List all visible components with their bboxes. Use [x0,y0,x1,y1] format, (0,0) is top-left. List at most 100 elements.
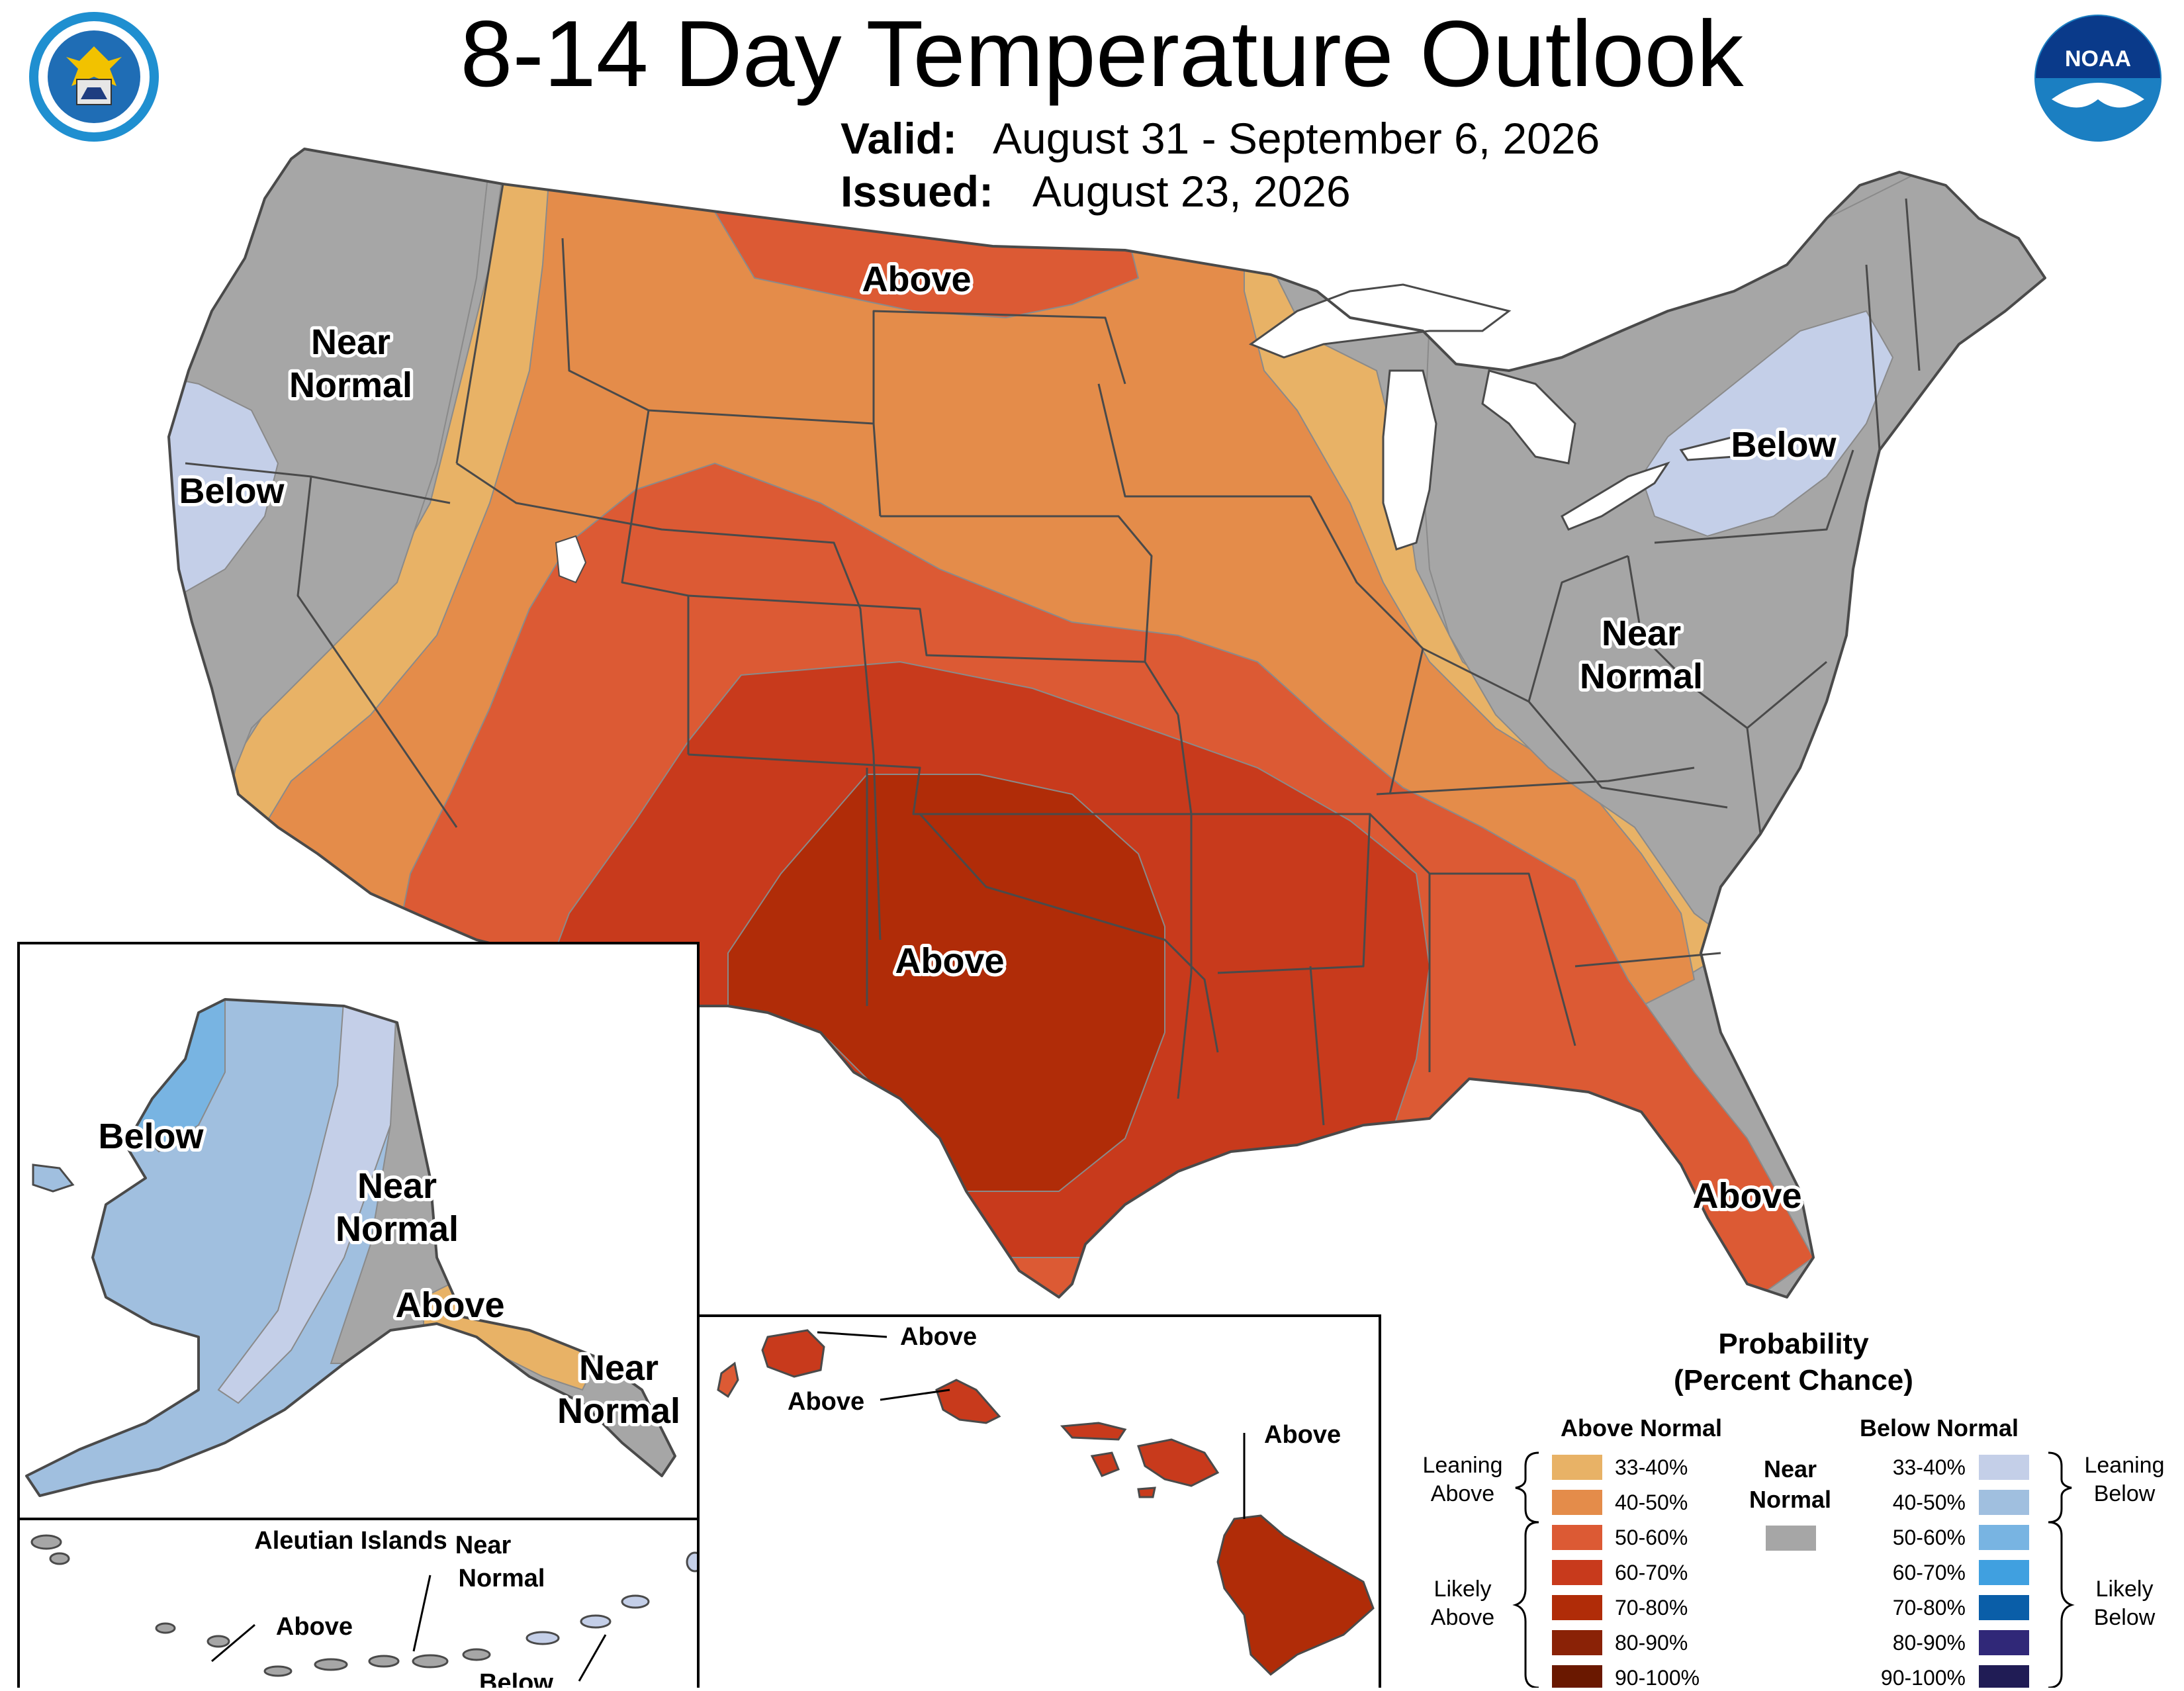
label-below-northeast: Below [1731,425,1837,465]
legend-below-label-1: 40-50% [1893,1490,1966,1514]
brace-leaning-below [2048,1451,2072,1524]
legend-below-label-4: 70-80% [1893,1596,1966,1620]
legend-below-swatch-1 [1979,1490,2029,1515]
lake-ontario [1679,435,1764,461]
legend-above-label-5: 80-90% [1615,1631,1688,1655]
brace-likely-below [2048,1521,2075,1689]
aleutian-islands [30,1534,704,1677]
state-boundaries [185,183,1921,1126]
legend-near-header-1: Near [1764,1455,1817,1483]
valid-value: August 31 - September 6, 2026 [993,114,1600,163]
legend-below-swatch-4 [1979,1595,2029,1620]
legend-below-swatch-0 [1979,1455,2029,1480]
hi-label-above-3: Above [1264,1421,1341,1449]
ak-label-near-normal-2b: Normal [557,1391,680,1431]
aleutian-label-above: Above [276,1613,353,1641]
department-of-commerce-seal [29,12,159,142]
legend-above-label-3: 60-70% [1615,1561,1688,1584]
issued-label: Issued: [841,167,993,216]
ak-label-above: Above [395,1285,504,1325]
noaa-logo: NOAA [2034,15,2161,142]
legend-above-swatch-3 [1552,1560,1602,1585]
island-hawaii [1216,1514,1375,1676]
island-molokai [1060,1422,1127,1441]
island-lanai [1090,1451,1120,1477]
label-near-normal-east-2: Normal [1580,657,1703,696]
legend-above-swatch-6 [1552,1665,1602,1690]
legend-above-label-0: 33-40% [1615,1455,1688,1479]
legend-above-swatch-1 [1552,1490,1602,1515]
valid-label: Valid: [841,114,957,163]
legend-near-header-2: Normal [1749,1486,1831,1513]
aleutian-title: Aleutian Islands [254,1527,447,1555]
hi-label-above-2: Above [788,1388,864,1416]
legend-above-label-4: 70-80% [1615,1596,1688,1620]
legend-below-label-0: 33-40% [1893,1455,1966,1479]
legend-below-label-6: 90-100% [1881,1666,1966,1688]
legend-below-swatch-6 [1979,1665,2029,1690]
legend-above-swatch-2 [1552,1525,1602,1550]
legend-below-label-2: 50-60% [1893,1526,1966,1549]
zone-above-70-80 [727,774,1165,1192]
legend-near-swatch [1766,1526,1816,1551]
legend-below-label-5: 80-90% [1893,1631,1966,1655]
legend-above-swatch-5 [1552,1630,1602,1655]
hi-label-above-1: Above [900,1323,977,1351]
legend-below-swatch-3 [1979,1560,2029,1585]
ak-label-near-normal-2a: Near [579,1348,659,1388]
legend-leaning-below-1: Leaning [2084,1453,2164,1478]
legend-above-header: Above Normal [1561,1414,1722,1441]
great-salt-lake [555,535,587,584]
island-oahu [935,1379,1001,1424]
zone-below-northeast [1640,310,1894,537]
legend-below-header: Below Normal [1860,1414,2019,1441]
legend-likely-below-1: Likely [2096,1577,2154,1602]
label-above-south: Above [895,941,1004,981]
legend-above-label-6: 90-100% [1615,1666,1700,1688]
legend-above-label-2: 50-60% [1615,1526,1688,1549]
lake-huron [1481,369,1576,465]
legend-above-label-1: 40-50% [1615,1490,1688,1514]
legend-leaning-below-2: Below [2094,1481,2156,1506]
lake-superior [1248,283,1512,359]
legend-below-rows: 33-40% 40-50% 50-60% 60-70% 70-80% 80-90% 90-1… [1881,1455,2029,1690]
legend-leaning-above-2: Above [1431,1481,1494,1506]
aleutian-label-below: Below [479,1669,553,1688]
conus-outline [167,148,2046,1299]
noaa-logo-text: NOAA [2065,46,2131,71]
legend-above-rows: 33-40% 40-50% 50-60% 60-70% 70-80% 80-90% 90-1… [1552,1455,1700,1690]
legend-likely-above-1: Likely [1434,1577,1492,1602]
label-near-normal-west-1: Near [311,322,390,362]
island-niihau [717,1361,739,1398]
label-above-florida: Above [1692,1176,1801,1216]
aleutian-label-near-2: Normal [459,1565,545,1592]
ak-label-near-normal-1b: Normal [336,1209,459,1249]
lake-michigan [1382,369,1437,551]
island-kahoolawe [1137,1486,1156,1498]
hawaiian-islands [717,1329,1375,1676]
legend-above-swatch-0 [1552,1455,1602,1480]
label-above-north: Above [862,259,971,299]
alaska-inset: Below Near Normal Above Near Normal [17,942,700,1520]
aleutian-label-near-1: Near [455,1531,512,1559]
legend-leaning-above-1: Leaning [1422,1453,1502,1478]
island-maui [1137,1438,1220,1487]
aleutian-frame [17,1518,700,1691]
legend-below-swatch-5 [1979,1630,2029,1655]
legend-above-swatch-4 [1552,1595,1602,1620]
issued-value: August 23, 2026 [1032,167,1351,216]
legend-below-label-3: 60-70% [1893,1561,1966,1584]
label-near-normal-west-2: Normal [289,365,412,405]
lake-erie [1561,461,1670,531]
legend-likely-below-2: Below [2094,1605,2156,1630]
ak-label-near-normal-1a: Near [357,1166,437,1206]
island-kauai [761,1329,825,1378]
alaska-outline [25,998,676,1497]
legend-below-swatch-2 [1979,1525,2029,1550]
hawaii-inset: Above Above Above [697,1314,1381,1691]
brace-likely-above [1512,1521,1539,1689]
zone-below-west [169,369,279,597]
alaska-west-island [32,1164,75,1193]
page-title: 8-14 Day Temperature Outlook [460,1,1744,107]
